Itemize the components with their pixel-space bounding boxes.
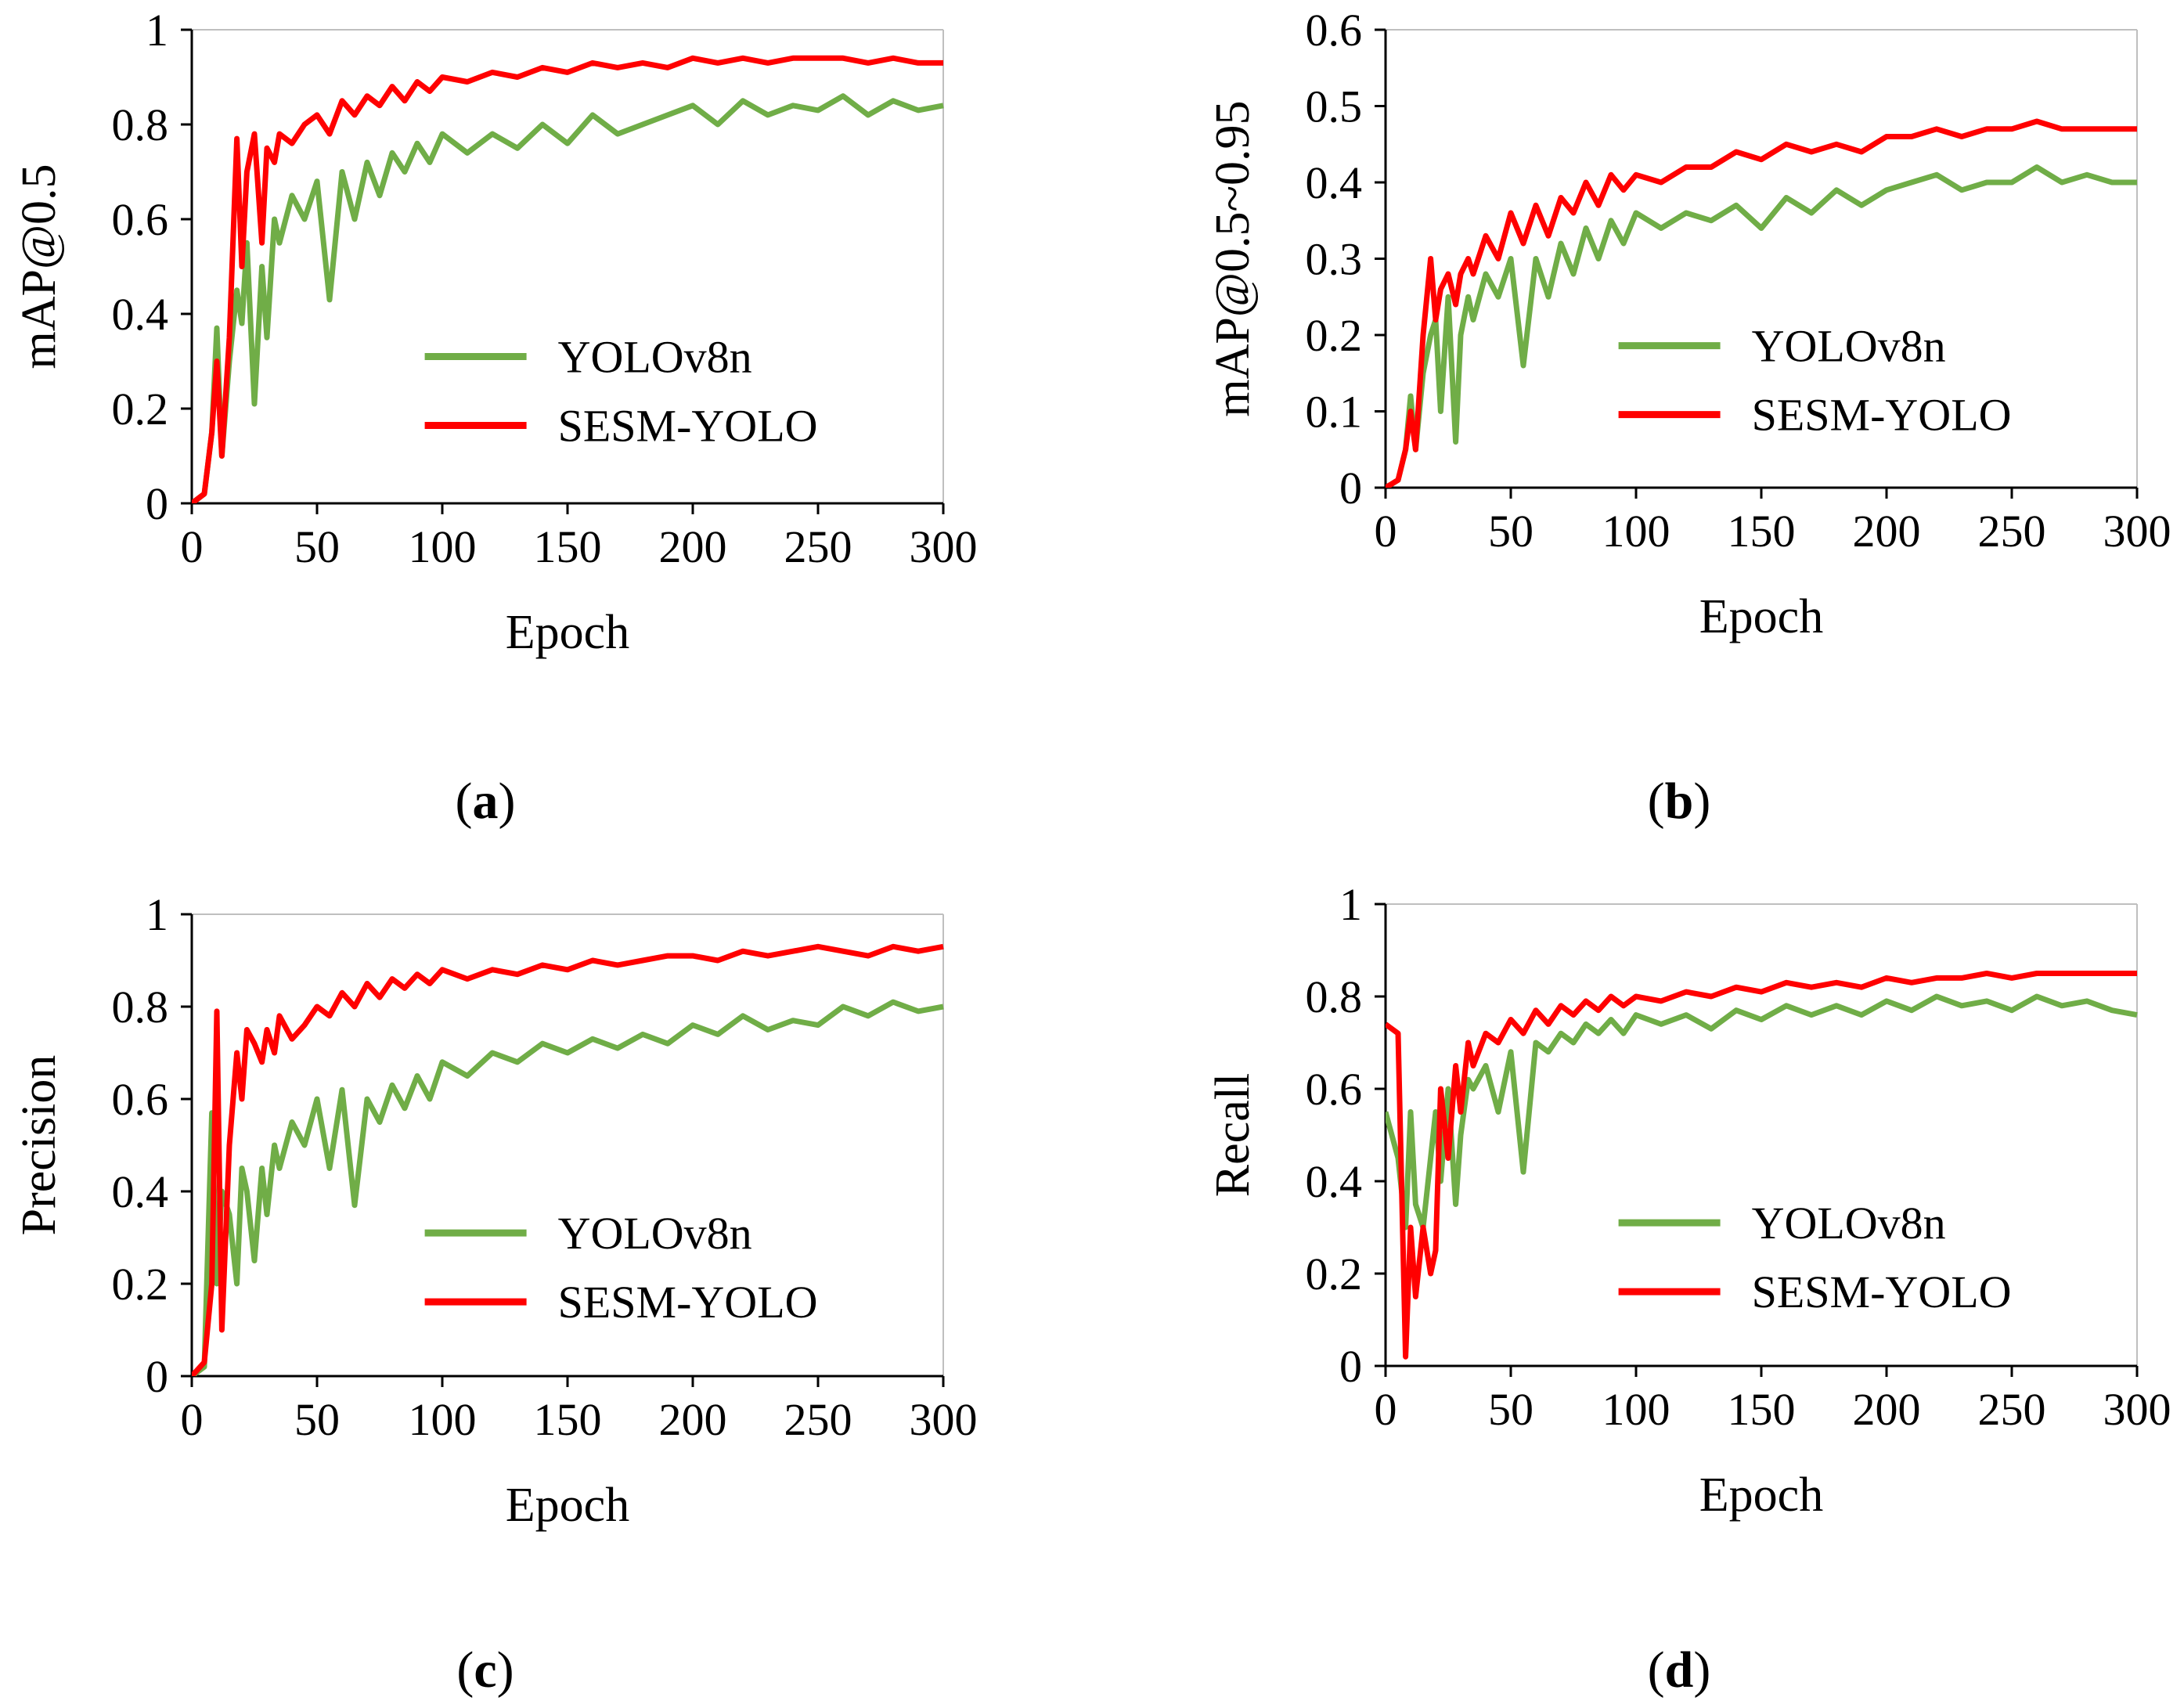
legend-label: SESM-YOLO	[558, 400, 818, 451]
y-tick-label: 0.4	[112, 289, 169, 340]
y-tick-label: 0.1	[1306, 387, 1363, 438]
caption-b: (b)	[1648, 773, 1711, 830]
y-axis-label: Precision	[13, 1055, 66, 1236]
y-tick-label: 0.8	[1306, 971, 1363, 1022]
y-tick-label: 0	[146, 1351, 168, 1402]
x-tick-label: 300	[910, 1394, 978, 1445]
y-tick-label: 0	[1339, 463, 1362, 513]
y-tick-label: 0.8	[112, 99, 169, 150]
legend-label: SESM-YOLO	[1752, 390, 2012, 441]
x-tick-label: 200	[659, 1394, 727, 1445]
x-tick-label: 300	[2103, 506, 2171, 557]
y-tick-label: 0.2	[112, 1259, 169, 1310]
series-line-sesm-yolo	[192, 943, 944, 1376]
x-tick-label: 100	[409, 521, 477, 572]
caption-c: (c)	[456, 1641, 514, 1699]
y-axis-label: mAP@0.5~0.95	[1206, 100, 1260, 416]
x-tick-label: 200	[1853, 1384, 1921, 1435]
x-tick-label: 50	[294, 1394, 340, 1445]
y-tick-label: 0.4	[1306, 157, 1363, 208]
caption-a: (a)	[456, 773, 516, 830]
x-tick-label: 200	[659, 521, 727, 572]
y-tick-label: 0.6	[1306, 1064, 1363, 1115]
x-tick-label: 0	[181, 1394, 204, 1445]
x-tick-label: 0	[1375, 506, 1397, 557]
x-tick-label: 200	[1853, 506, 1921, 557]
x-tick-label: 150	[534, 521, 602, 572]
x-axis-label: Epoch	[506, 606, 629, 659]
chart-panel-a: 0 50 100 150 200 250 300 0 0.2 0.4 0.6 0.8 1 Epoch mAP…	[13, 5, 978, 659]
legend-label: SESM-YOLO	[558, 1277, 818, 1328]
series-line-sesm-yolo	[192, 55, 943, 503]
y-tick-label: 0.2	[112, 384, 169, 434]
x-tick-label: 0	[1375, 1384, 1397, 1435]
y-tick-label: 0.8	[112, 982, 169, 1032]
y-tick-label: 0.3	[1306, 234, 1363, 285]
x-tick-label: 0	[181, 521, 204, 572]
x-tick-label: 50	[1488, 506, 1533, 557]
legend-label: YOLOv8n	[558, 1208, 752, 1259]
y-tick-label: 0.5	[1306, 81, 1363, 132]
y-tick-label: 1	[1339, 879, 1362, 930]
series-line-yolov8n	[1386, 164, 2137, 488]
x-tick-label: 100	[409, 1394, 477, 1445]
y-tick-label: 1	[146, 889, 168, 940]
chart-panel-b: 0 50 100 150 200 250 300 0 0.1 0.2 0.3 0.4 0.5 0.6 Epo…	[1206, 5, 2171, 643]
x-tick-label: 250	[1978, 1384, 2046, 1435]
x-tick-label: 250	[784, 1394, 852, 1445]
y-tick-label: 0.6	[112, 194, 169, 245]
y-tick-label: 0.4	[1306, 1156, 1363, 1207]
y-axis-label: mAP@0.5	[13, 164, 66, 369]
x-tick-label: 300	[2103, 1384, 2171, 1435]
series-line-yolov8n	[192, 93, 944, 503]
x-tick-label: 250	[784, 521, 852, 572]
y-tick-label: 0.6	[112, 1074, 169, 1125]
panels-container: 0 50 100 150 200 250 30000.20.40.60.81EpochmAP…	[13, 5, 2171, 1532]
y-tick-label: 0.4	[112, 1166, 169, 1217]
series-line-yolov8n	[1386, 993, 2138, 1231]
y-tick-label: 0	[146, 478, 168, 529]
x-tick-label: 100	[1602, 1384, 1670, 1435]
y-tick-label: 0.2	[1306, 310, 1363, 361]
x-axis-label: Epoch	[506, 1479, 629, 1532]
x-tick-label: 150	[1728, 1384, 1796, 1435]
chart-panel-d: 0 50 100 150 200 250 300 0 0.2 0.4 0.6 0.8 1 Epoch Rec…	[1206, 879, 2171, 1522]
series-line-sesm-yolo	[1386, 971, 2137, 1360]
x-axis-label: Epoch	[1699, 1468, 1823, 1522]
x-tick-label: 250	[1978, 506, 2046, 557]
x-tick-label: 150	[534, 1394, 602, 1445]
legend-label: YOLOv8n	[1752, 1198, 1946, 1249]
x-tick-label: 50	[1488, 1384, 1533, 1435]
legend-label: YOLOv8n	[558, 331, 752, 382]
x-axis-label: Epoch	[1699, 590, 1823, 643]
x-tick-label: 100	[1602, 506, 1670, 557]
legend-label: SESM-YOLO	[1752, 1267, 2012, 1317]
y-tick-label: 0.6	[1306, 5, 1363, 56]
series-line-sesm-yolo	[1386, 118, 2137, 488]
y-tick-label: 0	[1339, 1341, 1362, 1392]
x-tick-label: 300	[910, 521, 978, 572]
x-tick-label: 50	[294, 521, 340, 572]
chart-panel-c: 0 50 100 150 200 250 300 0 0.2 0.4 0.6 0.8 1 Epoch Pre…	[13, 889, 978, 1532]
series-line-yolov8n	[192, 999, 944, 1376]
x-tick-label: 150	[1728, 506, 1796, 557]
y-tick-label: 0.2	[1306, 1249, 1363, 1299]
y-axis-label: Recall	[1206, 1073, 1260, 1197]
legend-label: YOLOv8n	[1752, 321, 1946, 372]
caption-d: (d)	[1648, 1641, 1711, 1699]
y-tick-label: 1	[146, 5, 168, 56]
